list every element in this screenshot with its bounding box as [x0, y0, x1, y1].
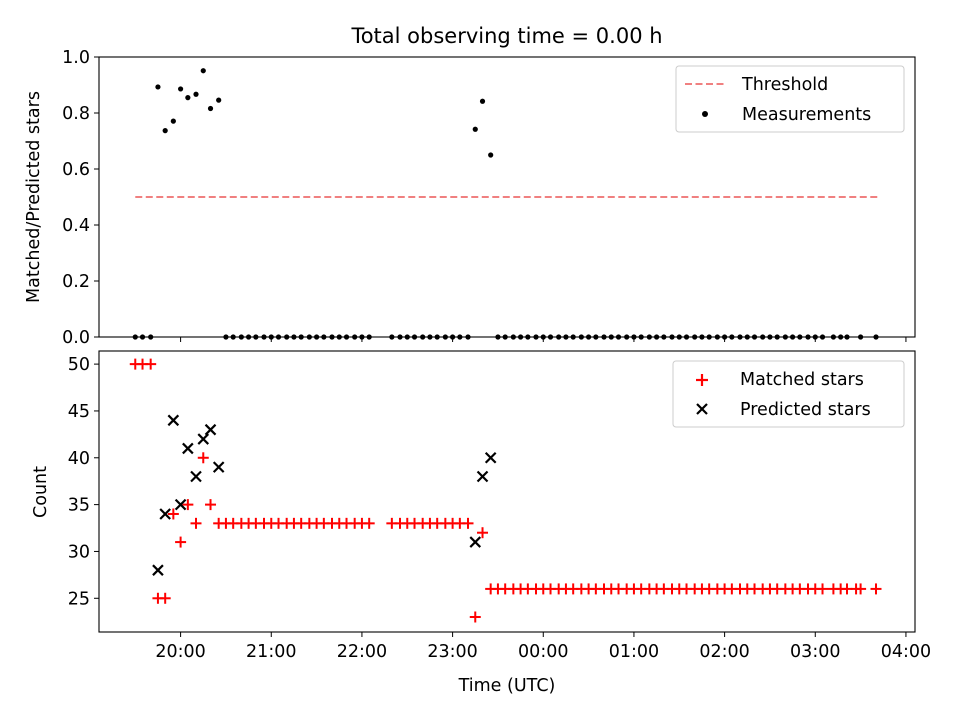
predicted-star-marker: [174, 498, 187, 511]
count-x-axis-label: Time (UTC): [458, 676, 556, 696]
count-x-tick-label: 00:00: [518, 642, 568, 662]
ratio-y-axis-label: Matched/Predicted stars: [24, 91, 44, 303]
count-y-axis-label: Count: [31, 466, 51, 518]
matched-star-marker: [817, 583, 829, 595]
count-axes-frame: [98, 350, 916, 633]
matched-star-marker: [197, 452, 209, 464]
matched-star-marker: [855, 583, 867, 595]
legend-predicted-label: Predicted stars: [740, 400, 871, 420]
predicted-star-marker: [182, 442, 194, 455]
predicted-star-marker: [167, 414, 180, 427]
measurement-point: [170, 118, 176, 124]
count-x-tick-label: 01:00: [609, 642, 659, 662]
predicted-star-marker: [212, 461, 225, 473]
matched-star-marker: [182, 499, 194, 511]
count-y-tick-label: 50: [68, 355, 90, 375]
count-x-tick-label: 22:00: [337, 642, 387, 662]
ratio-legend-box: [675, 65, 905, 133]
matched-star-marker: [462, 517, 474, 529]
ratio-x-ticks: [180, 337, 907, 342]
legend-matched-label: Matched stars: [740, 370, 864, 390]
measurement-point: [162, 128, 168, 134]
measurement-point: [155, 84, 161, 90]
predicted-star-marker: [159, 508, 171, 520]
ratio-axes-frame: [98, 56, 916, 338]
count-panel: 25 30 35 40 45 50 20:00 21:00 22:00 23:00 00:00 01…: [31, 350, 931, 696]
matched-star-marker: [469, 611, 481, 623]
count-y-tick-label: 35: [68, 496, 90, 516]
ratio-y-tick-label: 0.2: [62, 272, 90, 292]
count-legend-box: [672, 360, 905, 428]
count-y-tick-label: 30: [68, 542, 90, 562]
count-y-tick-label: 40: [68, 449, 90, 469]
legend-measurements-label: Measurements: [742, 105, 871, 125]
ratio-y-tick-label: 0.4: [62, 216, 90, 236]
predicted-star-marker: [152, 564, 164, 576]
matched-star-marker: [363, 517, 375, 529]
measurement-point: [488, 152, 494, 158]
ratio-y-tick-label: 0.8: [62, 104, 90, 124]
predicted-star-marker: [197, 433, 210, 445]
legend-measurements-swatch: [702, 111, 708, 117]
legend-predicted-swatch: [696, 403, 708, 415]
measurement-point: [472, 126, 478, 132]
matched-star-marker: [175, 536, 187, 548]
count-x-tick-label: 04:00: [881, 642, 931, 662]
count-x-tick-label: 02:00: [699, 642, 749, 662]
matched-star-marker: [145, 358, 157, 370]
matched-star-marker: [190, 517, 202, 529]
legend-matched-swatch: [696, 374, 708, 386]
count-y-tick-label: 45: [68, 402, 90, 422]
count-y-axis: 25 30 35 40 45 50: [68, 355, 99, 609]
measurement-point: [185, 95, 191, 101]
matched-star-marker: [159, 592, 171, 604]
ratio-y-tick-label: 0.6: [62, 160, 90, 180]
count-x-tick-label: 20:00: [155, 642, 205, 662]
count-legend: Matched stars Predicted stars: [672, 360, 905, 428]
count-x-tick-label: 23:00: [427, 642, 477, 662]
ratio-y-tick-label: 0.0: [62, 328, 90, 348]
measurement-point: [207, 105, 214, 112]
count-y-tick-label: 25: [68, 589, 90, 609]
predicted-star-marker: [476, 470, 489, 483]
measurement-point: [200, 68, 206, 74]
matched-star-marker: [205, 499, 217, 511]
predicted-star-marker: [190, 470, 202, 483]
measurement-point: [178, 86, 184, 92]
predicted-star-marker: [484, 452, 497, 464]
measurement-point: [193, 91, 199, 97]
predicted-star-marker: [204, 423, 217, 436]
count-plot-area: [129, 358, 882, 623]
measurement-point: [216, 97, 222, 103]
measurement-point: [479, 98, 486, 104]
predicted-star-marker: [469, 536, 482, 548]
count-x-axis: 20:00 21:00 22:00 23:00 00:00 01:00 02:00 03:00…: [155, 632, 931, 662]
matched-star-marker: [477, 527, 489, 539]
legend-threshold-label: Threshold: [741, 75, 828, 95]
count-x-tick-label: 21:00: [246, 642, 296, 662]
chart-title: Total observing time = 0.00 h: [350, 24, 662, 48]
ratio-legend: Threshold Measurements: [675, 65, 905, 133]
ratio-y-tick-label: 1.0: [62, 48, 90, 68]
count-x-tick-label: 03:00: [790, 642, 840, 662]
matched-star-marker: [870, 583, 882, 595]
ratio-y-axis: 0.0 0.2 0.4 0.6 0.8 1.0: [62, 48, 99, 348]
ratio-panel: 0.0 0.2 0.4 0.6 0.8 1.0 Matched/Predicted sta…: [24, 48, 916, 348]
matched-star-marker: [167, 508, 179, 520]
